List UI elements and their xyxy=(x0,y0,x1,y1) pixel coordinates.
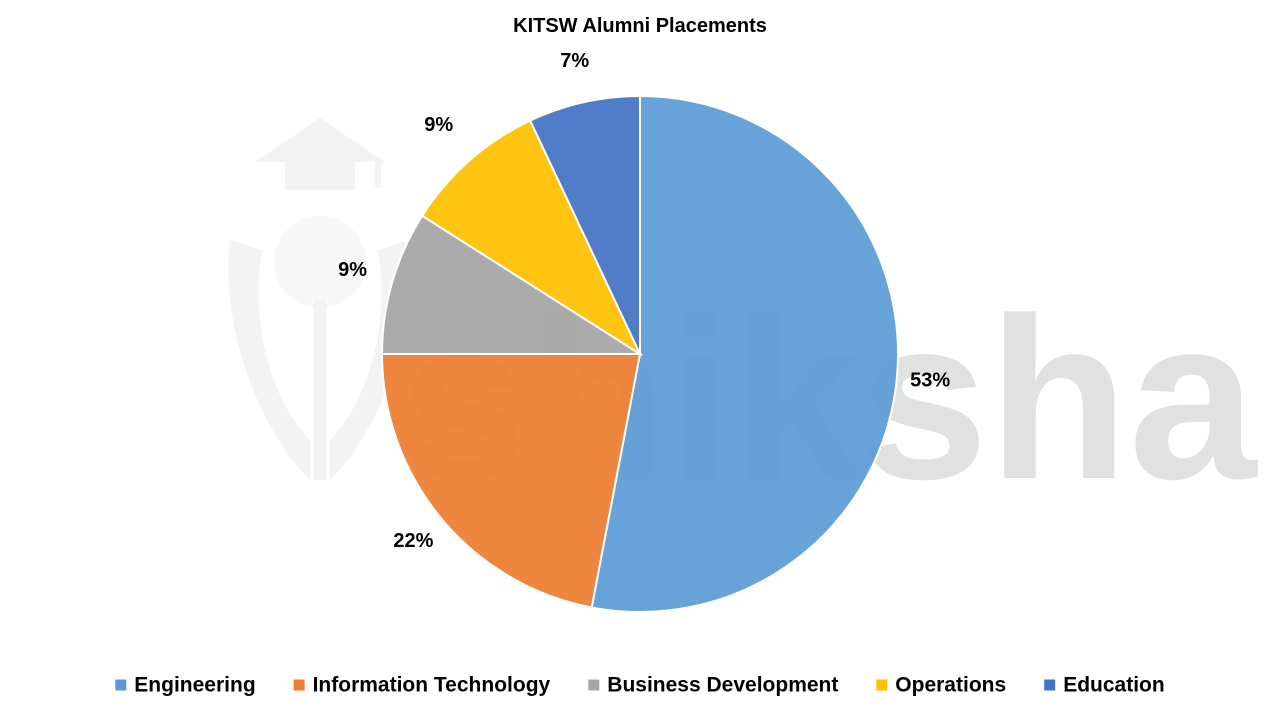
legend-label-engineering: Engineering xyxy=(134,674,255,697)
legend-label-operations: Operations xyxy=(895,674,1006,697)
pie-slice-business-development xyxy=(380,214,644,355)
legend-item-engineering: Engineering xyxy=(115,674,256,697)
data-labels: 53% 22% 9% 9% 7% xyxy=(338,50,950,552)
legend-label-information-technology: Information Technology xyxy=(313,674,551,697)
legend-swatch-engineering xyxy=(115,679,127,691)
data-label-education: 7% xyxy=(560,50,589,72)
graduation-cap-icon xyxy=(255,118,385,190)
data-label-business-development: 9% xyxy=(338,259,367,281)
data-label-information-technology: 22% xyxy=(393,530,433,552)
pie-slices xyxy=(380,94,899,613)
pie-slice-information-technology xyxy=(380,353,642,609)
legend-swatch-operations xyxy=(876,679,888,691)
legend-swatch-business-development xyxy=(588,679,600,691)
legend-item-education: Education xyxy=(1044,674,1165,697)
pie-slice-engineering xyxy=(590,94,899,613)
legend-swatch-education xyxy=(1044,679,1056,691)
legend-swatch-information-technology xyxy=(293,679,305,691)
pie-slice-education xyxy=(528,94,641,355)
legend-item-business-development: Business Development xyxy=(588,674,838,697)
data-label-operations: 9% xyxy=(424,114,453,136)
legend-item-operations: Operations xyxy=(876,674,1006,697)
legend-item-information-technology: Information Technology xyxy=(293,674,551,697)
pie-slice-operations xyxy=(420,119,643,357)
legend-label-education: Education xyxy=(1063,674,1165,697)
chart-title: KITSW Alumni Placements xyxy=(513,15,767,37)
legend: Engineering Information Technology Busines… xyxy=(115,674,1165,697)
data-label-engineering: 53% xyxy=(910,370,950,392)
legend-label-business-development: Business Development xyxy=(607,674,838,697)
